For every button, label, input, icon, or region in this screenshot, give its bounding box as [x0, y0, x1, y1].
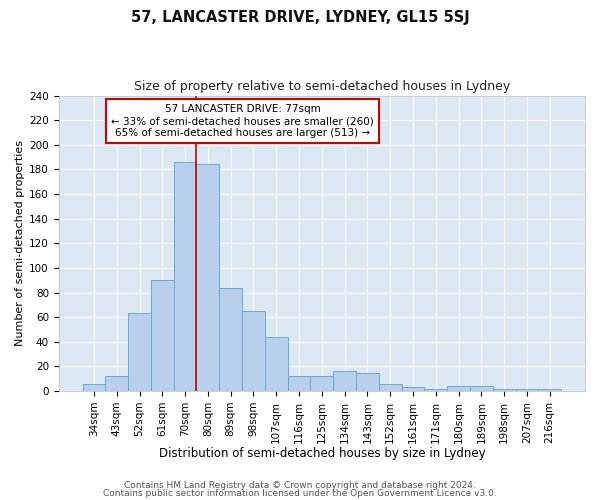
Bar: [219, 288, 242, 391]
Bar: [333, 372, 356, 391]
Bar: [128, 314, 151, 391]
Bar: [356, 372, 379, 391]
Bar: [447, 386, 470, 391]
Title: Size of property relative to semi-detached houses in Lydney: Size of property relative to semi-detach…: [134, 80, 510, 93]
Bar: [83, 384, 106, 391]
Bar: [287, 376, 310, 391]
Text: Contains public sector information licensed under the Open Government Licence v3: Contains public sector information licen…: [103, 488, 497, 498]
Bar: [424, 388, 447, 391]
Bar: [538, 388, 561, 391]
Text: 57, LANCASTER DRIVE, LYDNEY, GL15 5SJ: 57, LANCASTER DRIVE, LYDNEY, GL15 5SJ: [131, 10, 469, 25]
Text: Contains HM Land Registry data © Crown copyright and database right 2024.: Contains HM Land Registry data © Crown c…: [124, 481, 476, 490]
Bar: [470, 386, 493, 391]
Bar: [196, 164, 219, 391]
Bar: [265, 337, 287, 391]
Bar: [242, 311, 265, 391]
Text: 57 LANCASTER DRIVE: 77sqm
← 33% of semi-detached houses are smaller (260)
65% of: 57 LANCASTER DRIVE: 77sqm ← 33% of semi-…: [112, 104, 374, 138]
Bar: [515, 388, 538, 391]
Bar: [310, 376, 333, 391]
X-axis label: Distribution of semi-detached houses by size in Lydney: Distribution of semi-detached houses by …: [158, 447, 485, 460]
Y-axis label: Number of semi-detached properties: Number of semi-detached properties: [15, 140, 25, 346]
Bar: [379, 384, 401, 391]
Bar: [493, 388, 515, 391]
Bar: [174, 162, 196, 391]
Bar: [401, 388, 424, 391]
Bar: [106, 376, 128, 391]
Bar: [151, 280, 174, 391]
